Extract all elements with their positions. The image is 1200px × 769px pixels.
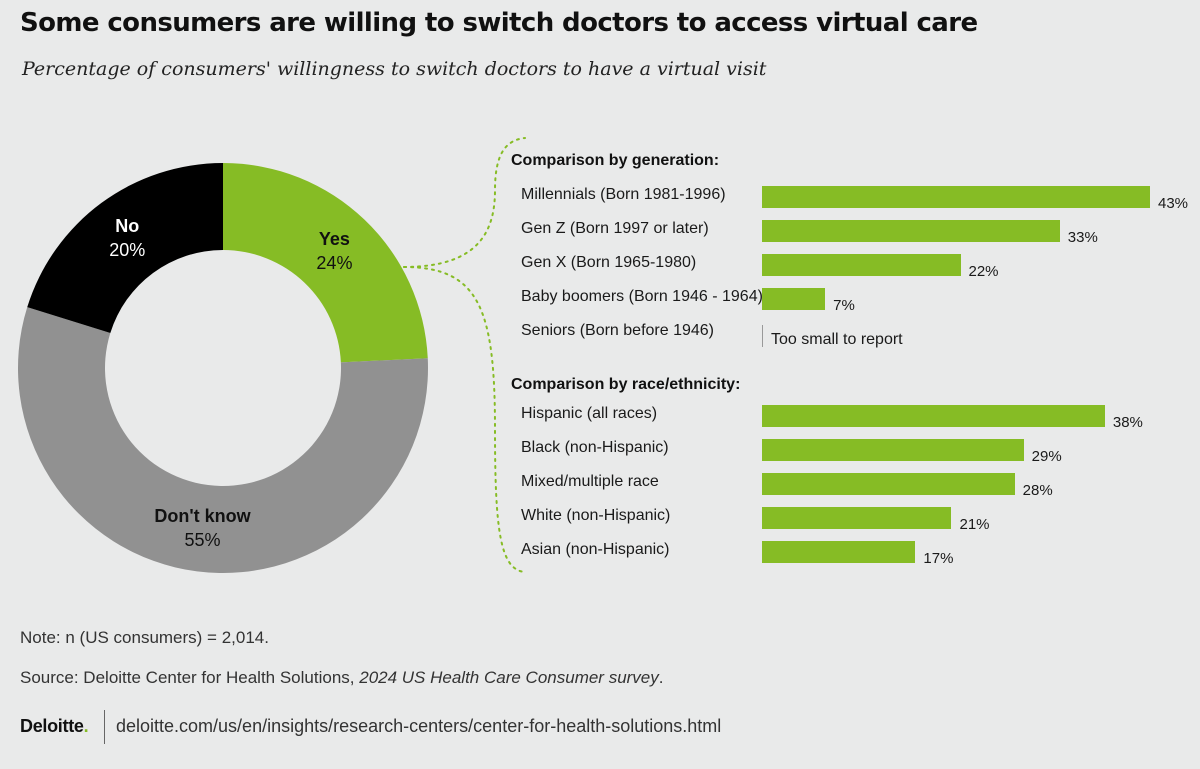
slice-value: 20% [109,239,146,260]
bar-group-title: Comparison by race/ethnicity: [511,376,741,393]
bar-category-label: Mixed/multiple race [521,473,659,490]
bar-value-label: 17% [923,550,954,567]
bar [762,405,1105,427]
logo-dot: . [83,716,89,736]
bar-category-label: White (non-Hispanic) [521,507,671,524]
chart-subtitle: Percentage of consumers' willingness to … [22,58,767,80]
source-suffix: . [658,668,664,687]
source-prefix: Source: Deloitte Center for Health Solut… [20,668,360,687]
donut-label-no: No 20% [67,214,187,262]
source-survey: 2024 US Health Care Consumer survey [359,668,659,687]
bar [762,288,826,310]
bar-value-label: 7% [833,297,855,314]
slice-name: No [115,215,140,236]
bar-category-label: Hispanic (all races) [521,405,658,422]
bar [762,541,916,563]
slice-value: 24% [316,253,353,274]
donut-slice-no [27,163,223,333]
bar-category-label: Millennials (Born 1981-1996) [521,186,726,203]
bar [762,439,1024,461]
bar-value-label: 33% [1067,229,1098,246]
chart-title: Some consumers are willing to switch doc… [20,8,978,38]
bar-category-label: Asian (non-Hispanic) [521,541,670,558]
slice-value: 55% [184,530,221,551]
slice-name: Don't know [154,506,251,527]
bar-value-label: 21% [959,516,990,533]
bar-category-label: Baby boomers (Born 1946 - 1964) [521,288,763,305]
bar [762,473,1015,495]
donut-label-don-t-know: Don't know 55% [143,504,263,552]
bar-empty-tick [762,325,763,347]
source-text: Source: Deloitte Center for Health Solut… [20,668,664,688]
bar-category-label: Seniors (Born before 1946) [521,322,714,339]
bar-category-label: Black (non-Hispanic) [521,439,669,456]
bar-category-label: Gen Z (Born 1997 or later) [521,220,709,237]
bar [762,507,952,529]
logo-text: Deloitte [20,716,84,736]
bar-group-title: Comparison by generation: [511,152,720,169]
bar-value-label: 22% [968,263,999,280]
bar-value-label: Too small to report [771,331,903,348]
bar [762,220,1060,242]
note-text: Note: n (US consumers) = 2,014. [20,628,269,647]
donut-slice-don-t-know [17,307,428,574]
bar-value-label: 38% [1112,414,1143,431]
bar [762,254,961,276]
donut-slice-yes [223,163,428,363]
footer-url[interactable]: deloitte.com/us/en/insights/research-cen… [116,716,722,736]
bar-value-label: 43% [1158,195,1189,212]
bar [762,186,1150,208]
slice-name: Yes [318,229,350,250]
donut-chart [17,163,428,574]
bar-value-label: 28% [1022,482,1053,499]
footer-divider [104,710,105,744]
dotted-connector [403,137,526,573]
bar-category-label: Gen X (Born 1965-1980) [521,254,697,271]
deloitte-logo: Deloitte. [20,716,89,737]
donut-label-yes: Yes 24% [274,227,394,275]
bar-value-label: 29% [1031,448,1062,465]
